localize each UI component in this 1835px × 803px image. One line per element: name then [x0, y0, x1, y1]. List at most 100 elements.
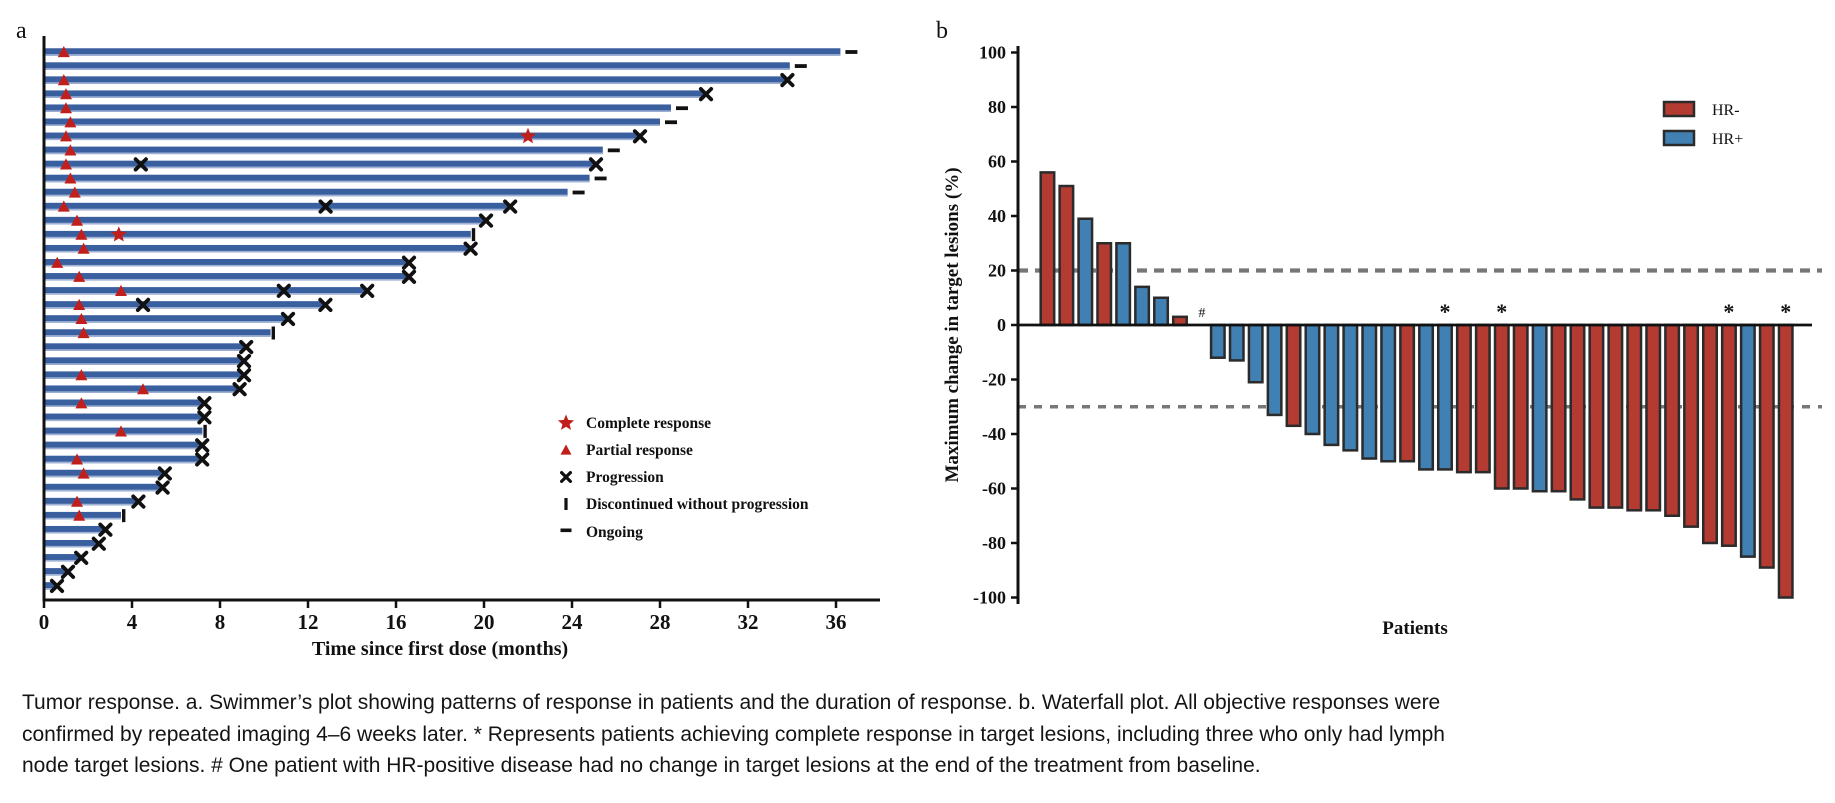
partial-response-triangle-icon — [57, 200, 70, 212]
swimmer-legend-label: Complete response — [586, 415, 711, 432]
swimmer-bar — [44, 315, 286, 323]
progression-x-marker — [276, 283, 291, 298]
waterfall-bar — [1077, 217, 1094, 327]
partial-response-triangle-icon — [60, 88, 72, 100]
progression-x-marker — [197, 410, 212, 425]
x-tick-label: 8 — [215, 610, 226, 634]
progression-x-marker — [135, 297, 151, 312]
swimmer-bar — [44, 202, 509, 211]
waterfall-bar — [1361, 323, 1378, 460]
swimmer-bar-edge — [44, 335, 271, 337]
waterfall-legend-swatch — [1662, 100, 1696, 118]
ongoing-dash-marker — [607, 148, 620, 153]
swimmer-bar — [44, 554, 80, 562]
progression-x-marker — [195, 438, 210, 453]
caption-line-3: node target lesions. # One patient with … — [22, 754, 1261, 777]
progression-x-marker — [236, 354, 252, 369]
partial-response-triangle-icon — [71, 495, 83, 507]
swimmer-bar — [44, 216, 484, 225]
swimmer-bar-edge — [44, 447, 201, 450]
swimmer-bar-edge — [44, 503, 137, 506]
swimmer-bar — [44, 399, 203, 407]
swimmer-bar — [44, 357, 242, 365]
swimmer-bar — [44, 301, 324, 309]
swimmer-bar — [44, 469, 163, 478]
swimmer-bar-edge — [44, 321, 286, 323]
swimmer-bar-edge — [44, 531, 104, 534]
waterfall-bar — [1664, 323, 1681, 517]
swimmer-bar-edge — [44, 110, 671, 112]
swimmer-bar-edge — [44, 559, 80, 562]
legend-partial-response-triangle-icon — [560, 444, 572, 455]
swimmer-bar-edge — [44, 180, 590, 183]
progression-x-marker — [197, 396, 212, 411]
swimmer-bar — [44, 273, 407, 281]
complete-response-asterisk-annotation: * — [1780, 299, 1791, 324]
progression-x-marker — [401, 269, 417, 284]
x-tick-label: 36 — [826, 610, 847, 634]
swimmer-bar-edge — [44, 222, 484, 225]
partial-response-triangle-icon — [73, 298, 86, 310]
discontinued-marker — [203, 424, 207, 438]
y-tick-label: -40 — [982, 424, 1006, 444]
swimmer-bar — [44, 62, 790, 70]
swimmer-bar — [44, 568, 66, 576]
progression-x-marker — [195, 452, 210, 467]
y-tick-label: 40 — [988, 206, 1006, 226]
swimmer-bar — [44, 371, 242, 379]
waterfall-legend-swatch — [1662, 129, 1696, 147]
partial-response-triangle-icon — [64, 172, 77, 184]
caption-line-2: confirmed by repeated imaging 4–6 weeks … — [22, 722, 1445, 746]
swimmer-bar — [44, 244, 469, 253]
progression-x-marker — [239, 339, 254, 355]
swimmer-bar-edge — [44, 82, 786, 84]
swimmer-bar — [44, 188, 568, 197]
waterfall-bar — [1474, 323, 1491, 474]
waterfall-bar — [1702, 323, 1718, 545]
waterfall-bar — [1380, 323, 1397, 463]
partial-response-triangle-icon — [60, 130, 72, 142]
partial-response-triangle-icon — [71, 453, 83, 465]
progression-x-marker — [232, 382, 247, 397]
waterfall-bar — [1758, 323, 1775, 569]
swimmer-bar — [44, 230, 471, 239]
swimmer-bar — [44, 497, 137, 506]
swimmer-bar — [44, 343, 245, 351]
progression-x-marker — [318, 297, 333, 312]
waterfall-bar — [1304, 323, 1321, 436]
swimmer-bar — [44, 76, 786, 84]
partial-response-triangle-icon — [60, 102, 72, 114]
progression-x-marker — [280, 311, 296, 327]
swimmer-legend-label: Ongoing — [586, 524, 643, 541]
waterfall-bar — [1455, 323, 1472, 474]
swimmer-bar-edge — [44, 307, 324, 309]
swimmer-bar — [44, 90, 704, 98]
swimmer-bar — [44, 146, 603, 155]
waterfall-legend-label: HR+ — [1712, 131, 1743, 148]
ongoing-dash-marker — [676, 106, 688, 111]
waterfall-bar — [1588, 323, 1605, 509]
swimmer-bar — [44, 441, 201, 450]
ongoing-dash-marker — [665, 120, 677, 125]
progression-x-marker — [463, 241, 478, 256]
waterfall-bar — [1342, 323, 1359, 452]
progression-x-marker — [133, 157, 148, 172]
progression-x-marker — [157, 466, 172, 481]
partial-response-triangle-icon — [75, 369, 88, 381]
swimmer-bar-edge — [44, 166, 594, 169]
swimmer-legend-label: Discontinued without progression — [586, 496, 809, 513]
progression-x-marker — [236, 368, 252, 383]
swimmer-bar-edge — [44, 419, 203, 422]
swimmer-bar — [44, 483, 161, 492]
swimmer-bar-edge — [44, 574, 66, 576]
y-tick-label: 0 — [997, 315, 1006, 335]
partial-response-triangle-icon — [64, 144, 77, 156]
x-tick-label: 16 — [386, 610, 407, 634]
x-tick-label: 28 — [650, 610, 671, 634]
complete-response-asterisk-annotation: * — [1439, 299, 1450, 324]
waterfall-bar — [1039, 171, 1056, 327]
ongoing-dash-marker — [794, 64, 807, 68]
waterfall-bar — [1153, 296, 1170, 327]
swimmer-bar-edge — [44, 588, 55, 590]
